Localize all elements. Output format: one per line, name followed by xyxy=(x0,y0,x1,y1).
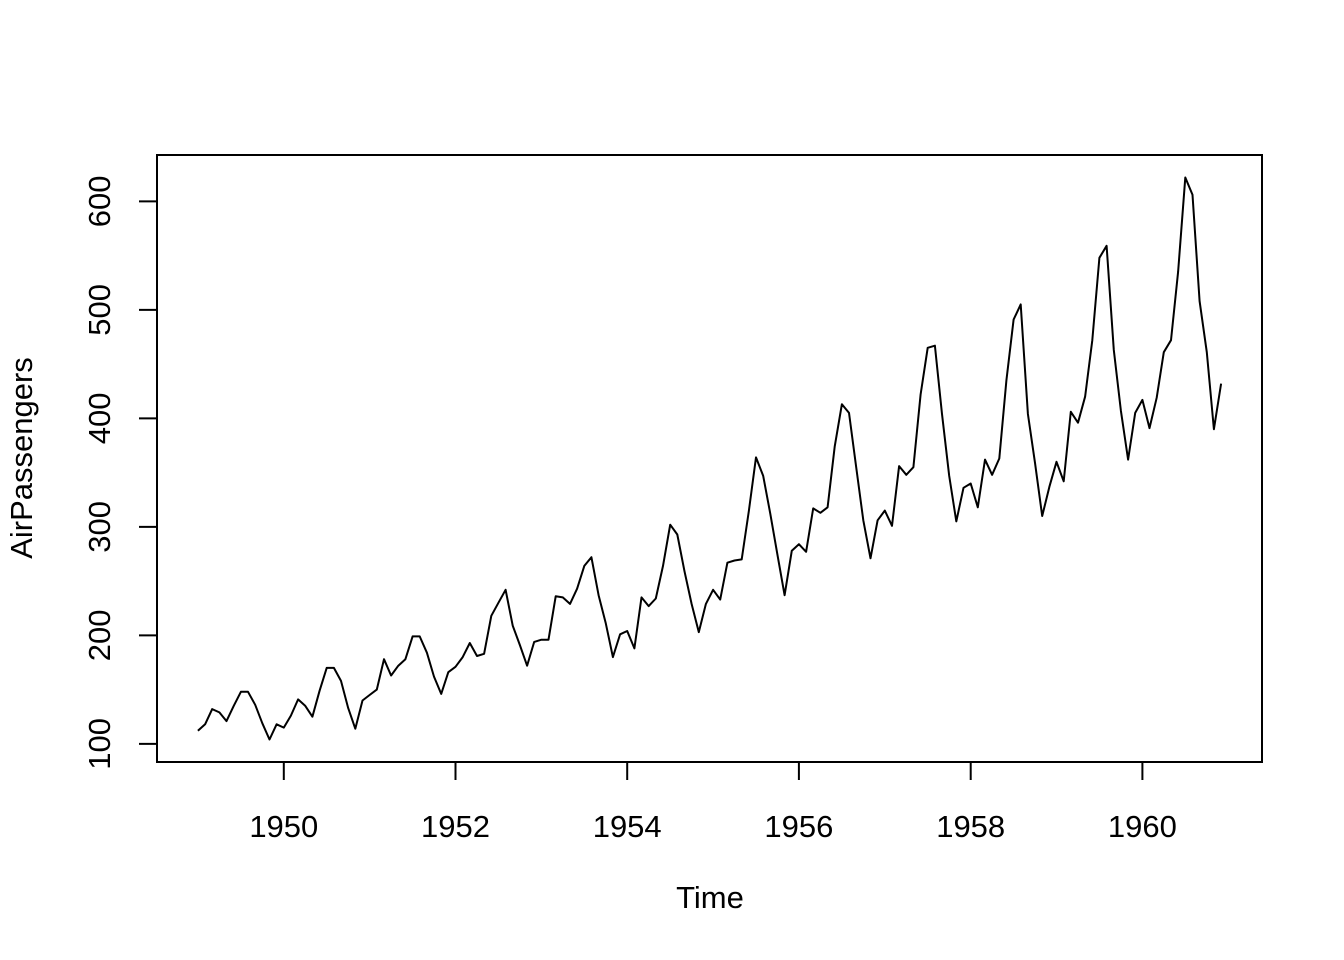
x-tick-label: 1950 xyxy=(249,809,318,844)
y-axis-ticks xyxy=(139,200,157,745)
plot-box xyxy=(156,154,1263,763)
x-tick-label: 1960 xyxy=(1108,809,1177,844)
y-tick-label: 200 xyxy=(82,610,117,662)
x-tick-label: 1954 xyxy=(593,809,662,844)
x-axis-ticks xyxy=(282,762,1144,780)
y-tick-label: 400 xyxy=(82,393,117,445)
x-tick-label: 1952 xyxy=(421,809,490,844)
y-axis-title: AirPassengers xyxy=(4,357,39,559)
x-axis-title: Time xyxy=(676,880,744,915)
y-axis-tick-labels: 100 200 300 400 500 600 xyxy=(82,176,117,770)
y-tick-label: 300 xyxy=(82,501,117,553)
x-axis-tick-labels: 1950 1952 1954 1956 1958 1960 xyxy=(249,809,1177,844)
data-line xyxy=(197,176,1223,741)
x-tick-label: 1956 xyxy=(764,809,833,844)
y-tick-label: 600 xyxy=(82,176,117,228)
x-tick-label: 1958 xyxy=(936,809,1005,844)
y-tick-label: 100 xyxy=(82,718,117,770)
y-tick-label: 500 xyxy=(82,284,117,336)
